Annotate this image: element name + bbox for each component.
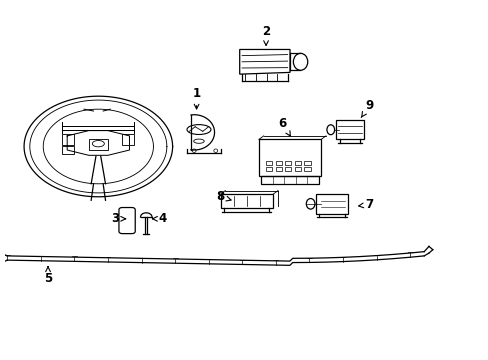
Bar (62, 147, 74, 154)
Bar (122, 134, 134, 145)
Bar (275, 161, 281, 165)
Bar (275, 167, 281, 171)
Bar (285, 167, 291, 171)
Bar (265, 167, 272, 171)
Bar (220, 194, 273, 208)
Text: 8: 8 (216, 190, 231, 203)
Text: 2: 2 (262, 25, 269, 45)
Bar (261, 176, 318, 184)
Text: 3: 3 (111, 212, 125, 225)
Bar (304, 167, 310, 171)
Bar (285, 161, 291, 165)
Bar (294, 161, 301, 165)
Bar (294, 167, 301, 171)
Bar (304, 161, 310, 165)
Bar (89, 139, 108, 150)
Text: 5: 5 (44, 266, 52, 285)
Text: 1: 1 (192, 87, 200, 109)
Bar (62, 134, 74, 145)
Bar (316, 194, 347, 213)
Text: 9: 9 (361, 99, 372, 117)
Text: 7: 7 (358, 198, 372, 211)
Text: 4: 4 (152, 212, 167, 225)
Bar (265, 161, 272, 165)
Text: 6: 6 (278, 117, 290, 136)
Bar (335, 120, 364, 139)
